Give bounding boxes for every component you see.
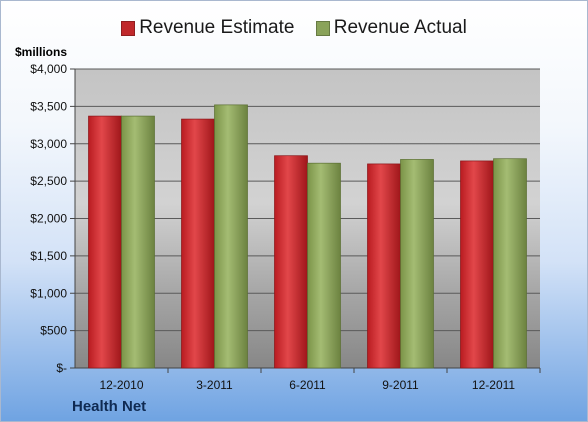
y-tick-label: $1,500 bbox=[30, 249, 67, 263]
y-tick-label: $3,000 bbox=[30, 137, 67, 151]
y-tick-label: $2,500 bbox=[30, 174, 67, 188]
bar-estimate bbox=[181, 118, 215, 369]
y-tick-label: $500 bbox=[40, 324, 67, 338]
bar-actual bbox=[400, 159, 434, 369]
bar-estimate bbox=[274, 155, 308, 369]
bar-actual bbox=[121, 115, 155, 369]
y-tick-label: $2,000 bbox=[30, 212, 67, 226]
bar-actual bbox=[214, 104, 248, 369]
bar-estimate bbox=[367, 163, 401, 369]
legend-swatch-estimate bbox=[121, 20, 136, 36]
bar-estimate bbox=[460, 160, 494, 369]
y-tick-label: $3,500 bbox=[30, 99, 67, 113]
x-tick-label: 3-2011 bbox=[196, 378, 233, 392]
legend-item-actual: Revenue Actual bbox=[315, 17, 467, 39]
y-tick-label: $- bbox=[56, 361, 67, 375]
legend: Revenue Estimate Revenue Actual bbox=[1, 17, 587, 42]
x-tick-label: 6-2011 bbox=[289, 378, 326, 392]
legend-item-estimate: Revenue Estimate bbox=[121, 17, 294, 39]
x-tick-label: 12-2011 bbox=[472, 378, 515, 392]
y-tick-label: $4,000 bbox=[30, 62, 67, 76]
legend-swatch-actual bbox=[315, 20, 330, 36]
x-tick-label: 9-2011 bbox=[382, 378, 419, 392]
legend-label-estimate: Revenue Estimate bbox=[139, 17, 295, 38]
x-tick-label: 12-2010 bbox=[99, 378, 143, 392]
bar-actual bbox=[493, 158, 527, 369]
bar-estimate bbox=[88, 115, 122, 369]
legend-label-actual: Revenue Actual bbox=[333, 17, 467, 38]
y-axis-unit-label: $millions bbox=[15, 45, 68, 59]
bar-actual bbox=[307, 162, 341, 369]
y-tick-label: $1,000 bbox=[30, 286, 67, 300]
company-name: Health Net bbox=[72, 398, 147, 415]
